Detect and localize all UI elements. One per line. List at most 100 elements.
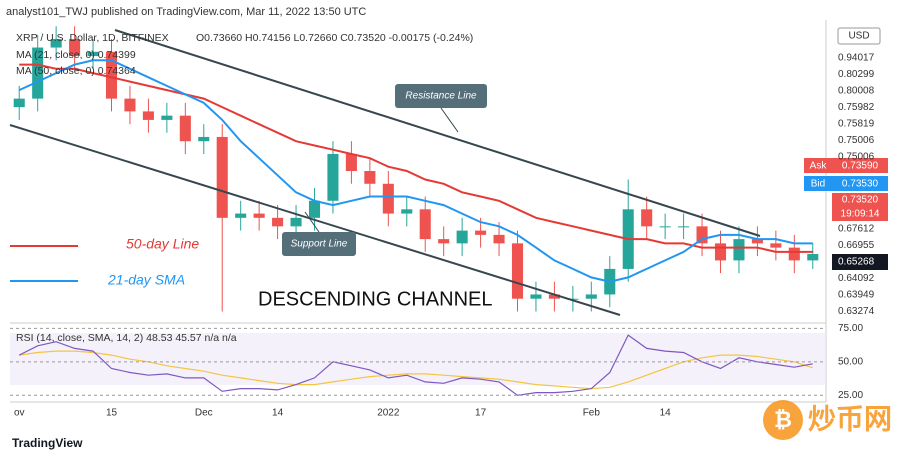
candle-body bbox=[641, 209, 653, 227]
candle-body bbox=[770, 243, 782, 248]
watermark-icon-glyph: ₿ bbox=[774, 407, 792, 432]
candle-body bbox=[179, 115, 191, 142]
price-label: 0.75982 bbox=[838, 102, 875, 113]
x-tick-label: Feb bbox=[583, 408, 601, 419]
price-label: 0.94017 bbox=[838, 53, 875, 64]
candle-body bbox=[32, 47, 44, 99]
candle-body bbox=[456, 230, 468, 244]
last-box bbox=[832, 193, 888, 221]
candle-body bbox=[419, 209, 431, 240]
annotation: Support Line bbox=[291, 239, 348, 250]
price-label: 0.63949 bbox=[838, 290, 875, 301]
candle-body bbox=[235, 213, 247, 218]
candle-body bbox=[216, 136, 228, 218]
price-label: 0.80299 bbox=[838, 69, 875, 80]
last-price: 0.73520 bbox=[842, 195, 879, 206]
currency: USD bbox=[848, 31, 869, 42]
candle-body bbox=[438, 239, 450, 244]
candle-body bbox=[13, 98, 25, 108]
candle-body bbox=[751, 239, 763, 244]
price-label: 0.63274 bbox=[838, 306, 875, 317]
annotation: Resistance Line bbox=[405, 91, 477, 102]
candle-body bbox=[327, 153, 339, 201]
price-label: 0.75006 bbox=[838, 135, 875, 146]
ask-label: Ask bbox=[810, 161, 828, 172]
countdown: 19:09:14 bbox=[841, 209, 880, 220]
rsi-tick-label: 75.00 bbox=[838, 323, 863, 334]
candle-body bbox=[696, 226, 708, 244]
annotation-pointer bbox=[440, 107, 459, 133]
x-tick-label: 17 bbox=[475, 408, 487, 419]
x-tick-label: 14 bbox=[660, 408, 672, 419]
price-label: 0.75006 bbox=[838, 152, 875, 163]
brand: TradingView bbox=[12, 436, 83, 450]
x-tick-label: 14 bbox=[272, 408, 284, 419]
candle-body bbox=[69, 39, 81, 57]
candle-body bbox=[105, 51, 118, 99]
price-label-box bbox=[832, 254, 888, 270]
candle-body bbox=[161, 115, 173, 120]
currency-box bbox=[837, 27, 881, 45]
candle-body bbox=[678, 226, 690, 228]
candle-body bbox=[659, 226, 671, 228]
ask-tag bbox=[804, 158, 832, 173]
ask-box bbox=[832, 158, 888, 173]
bid-box bbox=[832, 176, 888, 191]
moving-average bbox=[18, 59, 813, 283]
rsi-band bbox=[10, 333, 826, 385]
bid-label: Bid bbox=[811, 179, 825, 190]
candle-body bbox=[142, 111, 154, 120]
candle-body bbox=[124, 98, 136, 112]
candle-body bbox=[788, 247, 800, 261]
watermark-icon bbox=[763, 400, 803, 440]
resistance-line bbox=[114, 29, 761, 237]
candle-body bbox=[733, 239, 745, 261]
candle-body bbox=[364, 171, 376, 184]
legend-symbol: XRP / U.S. Dollar, 1D, BITFINEX bbox=[16, 32, 169, 44]
price-label: 0.67612 bbox=[838, 224, 875, 235]
candle-body bbox=[475, 230, 487, 235]
price-label: 0.66955 bbox=[838, 240, 875, 251]
annotation: DESCENDING CHANNEL bbox=[258, 288, 492, 310]
price-label: 0.65268 bbox=[838, 257, 875, 268]
candle-body bbox=[548, 294, 560, 299]
candle-body bbox=[511, 243, 524, 299]
candle-body bbox=[567, 298, 579, 300]
candle-body bbox=[714, 243, 727, 261]
candle-body bbox=[530, 294, 542, 299]
candle-body bbox=[345, 153, 357, 171]
support-line bbox=[9, 124, 621, 316]
moving-average bbox=[19, 63, 813, 253]
x-tick-label: 2022 bbox=[377, 408, 400, 419]
annotation-box bbox=[282, 232, 356, 256]
rsi-tick-label: 50.00 bbox=[838, 356, 863, 367]
candle-body bbox=[493, 234, 505, 244]
candle-body bbox=[585, 294, 597, 299]
candle-body bbox=[290, 217, 302, 227]
legend-label: 21-day SMA bbox=[107, 272, 185, 288]
candle-body bbox=[382, 183, 394, 214]
legend-ma: MA (21, close, 0) 0.74399 bbox=[16, 49, 136, 61]
legend-ma: MA (50, close, 0) 0.74364 bbox=[16, 65, 136, 77]
header: analyst101_TWJ published on TradingView.… bbox=[6, 6, 366, 18]
price-label: 0.75819 bbox=[838, 119, 875, 130]
legend-ohlc: O0.73660 H0.74156 L0.72660 C0.73520 -0.0… bbox=[196, 32, 473, 44]
candle-body bbox=[198, 136, 210, 142]
x-tick-label: 15 bbox=[106, 408, 118, 419]
rsi-line bbox=[18, 334, 813, 396]
bid-tag bbox=[804, 176, 832, 191]
watermark: 炒币网 bbox=[808, 403, 892, 434]
price-label: 0.80008 bbox=[838, 86, 875, 97]
bid-price: 0.73530 bbox=[842, 179, 879, 190]
ask-price: 0.73590 bbox=[842, 161, 879, 172]
x-tick-label: ov bbox=[14, 408, 25, 419]
candle-body bbox=[50, 39, 62, 48]
candle-body bbox=[272, 217, 284, 227]
rsi-tick-label: 25.00 bbox=[838, 390, 863, 401]
price-label: 0.64092 bbox=[838, 273, 875, 284]
candle-body bbox=[807, 254, 819, 261]
rsi-legend: RSI (14, close, SMA, 14, 2) 48.53 45.57 … bbox=[16, 332, 237, 344]
candle-body bbox=[401, 209, 413, 214]
annotation-box bbox=[395, 84, 487, 108]
